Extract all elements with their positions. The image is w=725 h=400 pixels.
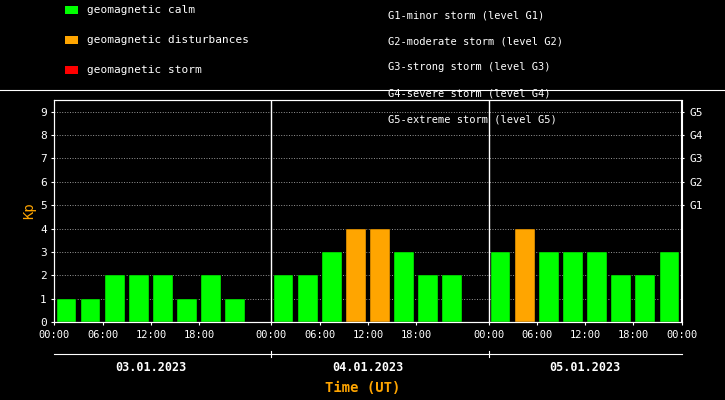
Bar — [153, 275, 173, 322]
Text: Time (UT): Time (UT) — [325, 381, 400, 395]
Bar — [202, 275, 221, 322]
Bar — [660, 252, 679, 322]
Bar — [587, 252, 607, 322]
Text: 04.01.2023: 04.01.2023 — [332, 361, 404, 374]
Text: G2-moderate storm (level G2): G2-moderate storm (level G2) — [388, 36, 563, 46]
Text: 03.01.2023: 03.01.2023 — [115, 361, 186, 374]
Bar — [635, 275, 655, 322]
Text: G5-extreme storm (level G5): G5-extreme storm (level G5) — [388, 114, 557, 124]
Bar — [491, 252, 510, 322]
Text: 05.01.2023: 05.01.2023 — [550, 361, 621, 374]
Text: geomagnetic storm: geomagnetic storm — [87, 65, 202, 75]
Bar — [80, 299, 101, 322]
Bar — [539, 252, 559, 322]
Bar — [273, 275, 294, 322]
Bar — [177, 299, 197, 322]
Bar — [322, 252, 341, 322]
Text: geomagnetic calm: geomagnetic calm — [87, 5, 195, 15]
Bar — [563, 252, 583, 322]
Text: G4-severe storm (level G4): G4-severe storm (level G4) — [388, 88, 550, 98]
Bar — [129, 275, 149, 322]
Bar — [370, 228, 390, 322]
Bar — [515, 228, 534, 322]
Bar — [225, 299, 245, 322]
Bar — [105, 275, 125, 322]
Bar — [346, 228, 366, 322]
Text: G3-strong storm (level G3): G3-strong storm (level G3) — [388, 62, 550, 72]
Y-axis label: Kp: Kp — [22, 203, 36, 219]
Text: geomagnetic disturbances: geomagnetic disturbances — [87, 35, 249, 45]
Bar — [418, 275, 438, 322]
Bar — [57, 299, 76, 322]
Text: G1-minor storm (level G1): G1-minor storm (level G1) — [388, 10, 544, 20]
Bar — [442, 275, 463, 322]
Bar — [611, 275, 631, 322]
Bar — [394, 252, 414, 322]
Bar — [298, 275, 318, 322]
